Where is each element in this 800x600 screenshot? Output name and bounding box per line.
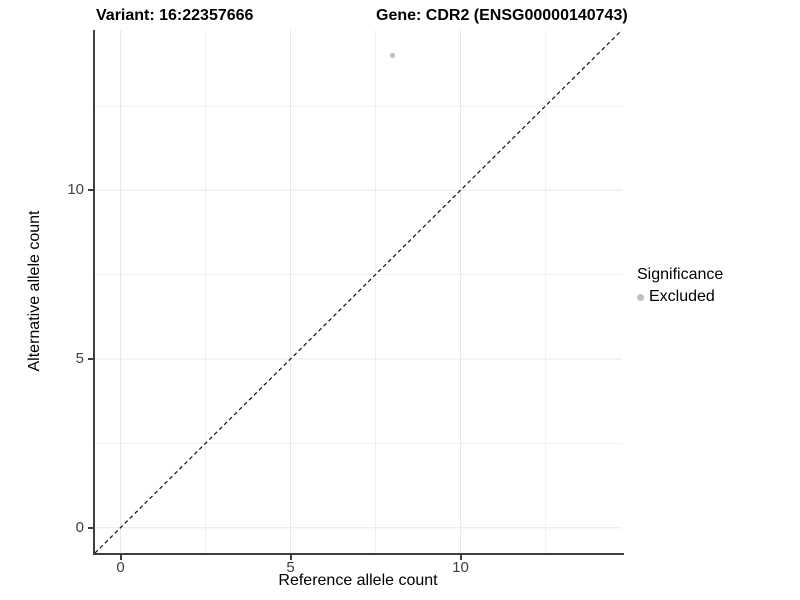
y-tick-label: 10 — [67, 181, 84, 199]
plot-canvas — [95, 30, 622, 553]
x-tick-label: 5 — [286, 559, 295, 576]
x-tick-label: 10 — [452, 559, 469, 576]
y-axis-line — [93, 30, 95, 555]
y-tick-mark — [88, 189, 93, 192]
y-tick-mark — [88, 526, 93, 529]
y-tick-label: 5 — [75, 349, 84, 367]
plot-title-gene: Gene: CDR2 (ENSG00000140743) — [376, 7, 628, 24]
x-tick-mark — [459, 555, 462, 560]
y-tick-label: 0 — [75, 518, 84, 536]
y-axis-title: Alternative allele count — [26, 210, 43, 372]
plot-title-variant: Variant: 16:22357666 — [96, 7, 254, 24]
data-point — [389, 52, 396, 58]
legend-item-excluded: Excluded — [637, 288, 723, 306]
identity-reference-line — [95, 30, 622, 553]
x-tick-label: 0 — [116, 559, 125, 576]
x-tick-mark — [119, 555, 122, 560]
y-tick-mark — [88, 357, 93, 360]
x-axis-line — [93, 553, 624, 555]
legend-title: Significance — [637, 266, 724, 283]
legend-key-dot-icon — [637, 293, 644, 301]
plot-panel — [95, 30, 622, 553]
legend-item-label: Excluded — [649, 288, 715, 305]
x-axis-title: Reference allele count — [278, 572, 438, 589]
x-tick-mark — [289, 555, 292, 560]
legend: Significance Excluded — [637, 266, 723, 306]
